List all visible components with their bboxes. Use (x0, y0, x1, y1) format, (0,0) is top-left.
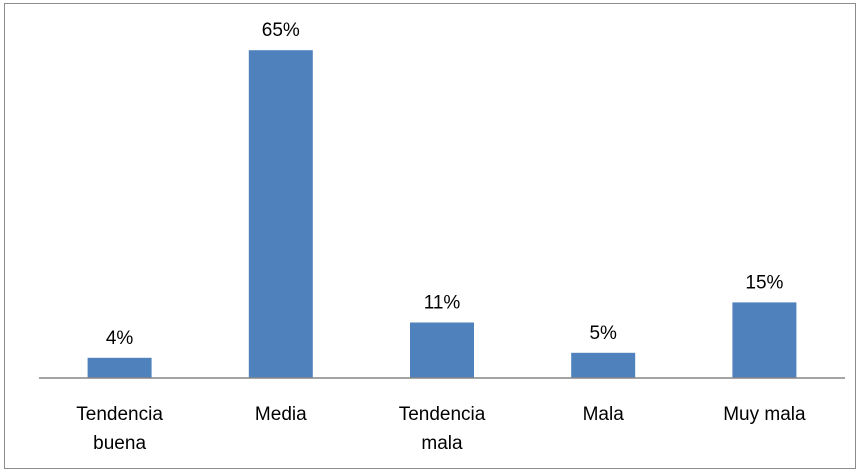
value-label-2: 65% (262, 20, 300, 41)
bar-2 (248, 50, 313, 378)
bar-4 (571, 352, 636, 378)
category-label-2: Media (255, 404, 307, 425)
category-label-4: Mala (583, 404, 625, 425)
category-label-1-line-1: Tendencia (76, 404, 163, 425)
bar-1 (87, 357, 152, 378)
bar-3 (410, 322, 474, 378)
value-label-4: 5% (589, 323, 617, 344)
value-labels-group: 4% 65% 11% 5% 15% (106, 20, 784, 349)
value-label-5: 15% (745, 272, 783, 293)
category-labels-group: Tendencia buena Media Tendencia mala Mala Muy … (76, 404, 806, 454)
category-label-3-line-2: mala (421, 433, 463, 454)
bar-5 (732, 302, 797, 378)
category-label-5: Muy mala (723, 404, 806, 425)
value-label-3: 11% (424, 293, 461, 314)
value-label-1: 4% (106, 328, 134, 349)
bars-group (87, 50, 797, 378)
chart-frame (4, 3, 856, 469)
category-label-1-line-2: buena (93, 433, 146, 454)
category-label-3-line-1: Tendencia (399, 404, 486, 425)
